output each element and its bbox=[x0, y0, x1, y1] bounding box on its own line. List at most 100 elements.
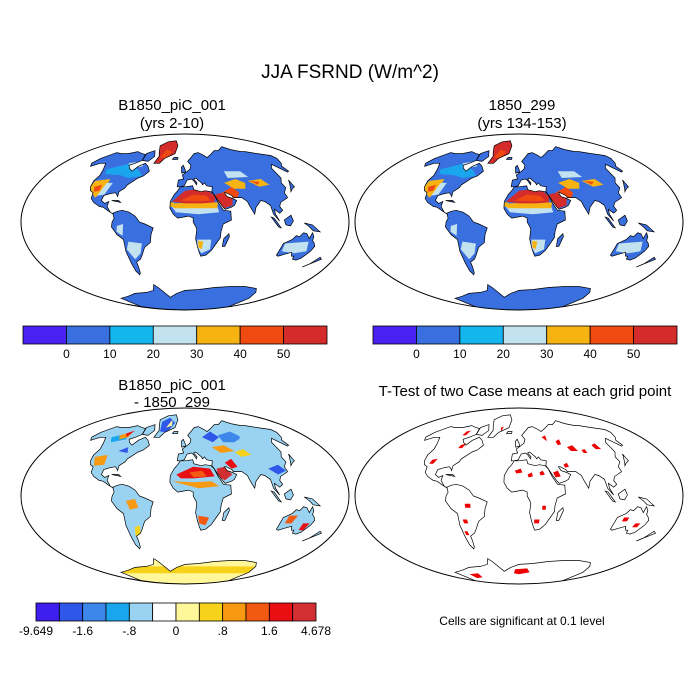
case2-map bbox=[354, 133, 684, 311]
coastline bbox=[288, 179, 295, 194]
significant-cells bbox=[621, 517, 630, 522]
colorbar-tick-label: 20 bbox=[497, 347, 511, 361]
colorbar-swatch bbox=[283, 325, 328, 345]
coastline bbox=[503, 185, 566, 257]
coastline bbox=[304, 222, 322, 233]
field-region bbox=[268, 464, 287, 475]
land-madagascar bbox=[556, 233, 564, 247]
coastline bbox=[638, 496, 656, 507]
coastline bbox=[424, 425, 484, 489]
colorbar-swatch bbox=[152, 602, 177, 622]
coastline bbox=[609, 505, 650, 535]
coastline bbox=[445, 200, 456, 204]
colorbar-tick-label: 10 bbox=[103, 347, 117, 361]
colorbar-swatch bbox=[66, 325, 111, 345]
coastline bbox=[609, 231, 650, 261]
case1-colorbar: 0 10 20 30 40 50 bbox=[22, 325, 328, 361]
colorbar-swatch bbox=[35, 602, 60, 622]
field-region bbox=[203, 498, 215, 508]
coastline bbox=[445, 474, 456, 478]
colorbar-swatch bbox=[239, 325, 284, 345]
colorbar-swatch bbox=[546, 325, 591, 345]
panel2-title-line1: 1850_299 bbox=[488, 97, 556, 114]
coastline bbox=[475, 150, 490, 162]
colorbar-swatch bbox=[82, 602, 107, 622]
coastline bbox=[622, 179, 629, 194]
significant-cells bbox=[541, 435, 547, 442]
field-region bbox=[217, 431, 242, 443]
land-borneo bbox=[284, 215, 294, 226]
field-region bbox=[170, 202, 219, 209]
land-uk bbox=[515, 439, 520, 448]
field-region bbox=[211, 445, 235, 453]
page-title: JJA FSRND (W/m^2) bbox=[261, 62, 439, 83]
field-region bbox=[431, 182, 447, 196]
coastline bbox=[604, 490, 617, 503]
land-borneo bbox=[618, 215, 628, 226]
land-uk bbox=[515, 165, 520, 174]
coastline bbox=[153, 140, 179, 164]
field-region bbox=[216, 466, 233, 481]
colorbar-tick-label: 50 bbox=[627, 347, 641, 361]
field-region bbox=[583, 180, 594, 185]
field-region bbox=[494, 149, 507, 159]
land-eurasia bbox=[177, 420, 289, 495]
field-region bbox=[223, 171, 249, 178]
field-region bbox=[180, 194, 211, 202]
land-namerica bbox=[424, 151, 484, 215]
land-namerica bbox=[424, 425, 484, 489]
field-region bbox=[118, 447, 129, 453]
colorbar-tick-label: .8 bbox=[218, 624, 228, 638]
coastline bbox=[555, 232, 564, 247]
land-baffin bbox=[476, 150, 489, 162]
land-sumatra bbox=[271, 491, 282, 502]
land-baffin bbox=[476, 424, 489, 436]
land-borneo bbox=[618, 489, 628, 500]
significant-cells bbox=[553, 470, 561, 478]
coastline bbox=[141, 424, 156, 436]
land-africa bbox=[503, 459, 566, 531]
field-region bbox=[558, 179, 580, 189]
ocean-background bbox=[355, 408, 683, 584]
coastline bbox=[510, 420, 624, 496]
coastline bbox=[111, 200, 122, 204]
coastline bbox=[454, 557, 591, 584]
ocean-background bbox=[355, 134, 683, 310]
colorbar-swatch bbox=[633, 325, 678, 345]
land-sumatra bbox=[271, 217, 282, 228]
land-antarctica bbox=[455, 284, 591, 310]
field-region bbox=[294, 517, 310, 528]
colorbar-tick-label: 0 bbox=[413, 347, 420, 361]
coastline bbox=[169, 185, 232, 257]
colorbar-swatch bbox=[245, 602, 270, 622]
colorbar-swatch bbox=[459, 325, 504, 345]
land-newguinea bbox=[638, 497, 655, 506]
colorbar-swatch bbox=[589, 325, 634, 345]
colorbar-tick-label: -9.649 bbox=[19, 624, 53, 638]
coastline bbox=[90, 425, 150, 489]
colorbar-swatch bbox=[416, 325, 461, 345]
significant-cells bbox=[469, 573, 483, 579]
field-region bbox=[234, 449, 252, 457]
field-region bbox=[198, 240, 204, 250]
panel3-title-line2: - 1850_299 bbox=[134, 394, 210, 411]
significant-cells bbox=[458, 443, 467, 449]
significant-cells bbox=[632, 523, 641, 528]
significant-cells bbox=[539, 470, 545, 476]
colorbar-tick-label: 30 bbox=[540, 347, 554, 361]
significant-cells bbox=[500, 426, 504, 432]
coastline bbox=[515, 164, 521, 174]
coastline bbox=[424, 151, 484, 215]
coastline bbox=[604, 216, 617, 229]
land-uk bbox=[181, 439, 186, 448]
field-region bbox=[281, 241, 309, 254]
coastline bbox=[275, 505, 316, 535]
coastline bbox=[270, 490, 283, 503]
land-uk bbox=[181, 165, 186, 174]
significant-cells bbox=[567, 445, 578, 451]
significant-cells bbox=[513, 568, 530, 575]
case1-map bbox=[20, 133, 350, 311]
coastline bbox=[505, 431, 513, 434]
field-region bbox=[166, 419, 173, 428]
land-madagascar bbox=[222, 233, 230, 247]
